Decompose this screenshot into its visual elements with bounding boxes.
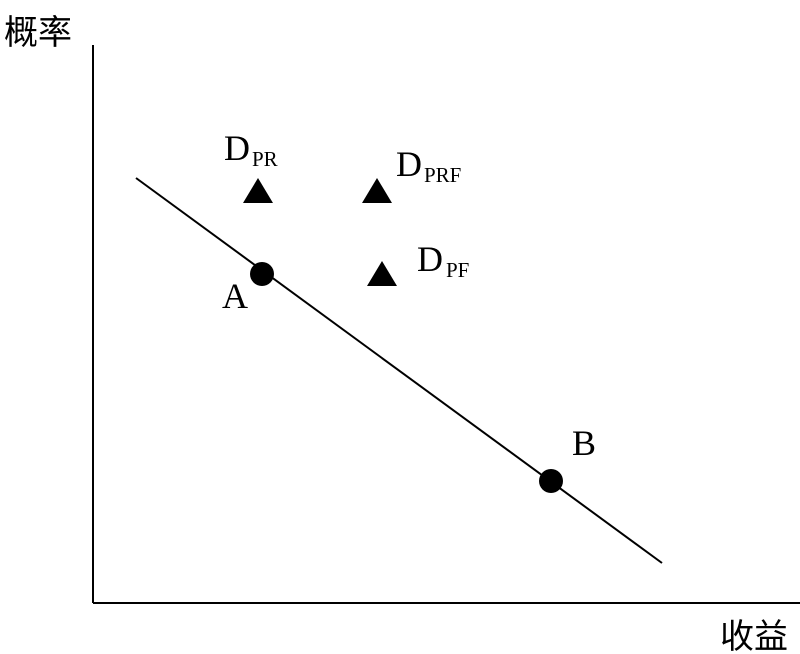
triangle-marker <box>362 178 392 203</box>
x-axis-label: 收益 <box>720 618 788 654</box>
triangle-subscript: PF <box>446 258 469 282</box>
point-marker <box>539 469 563 493</box>
y-axis-label: 概率 <box>4 14 72 52</box>
triangle-label: D <box>396 144 422 184</box>
triangle-subscript: PRF <box>424 163 461 187</box>
triangle-marker <box>243 178 273 203</box>
point-marker <box>250 262 274 286</box>
triangle-marker <box>367 261 397 286</box>
frontier-line <box>135 177 663 564</box>
triangle-subscript: PR <box>252 147 278 171</box>
point-label: B <box>572 423 596 463</box>
triangle-label: D <box>224 128 250 168</box>
triangle-label: D <box>417 239 443 279</box>
point-label: A <box>222 276 248 316</box>
